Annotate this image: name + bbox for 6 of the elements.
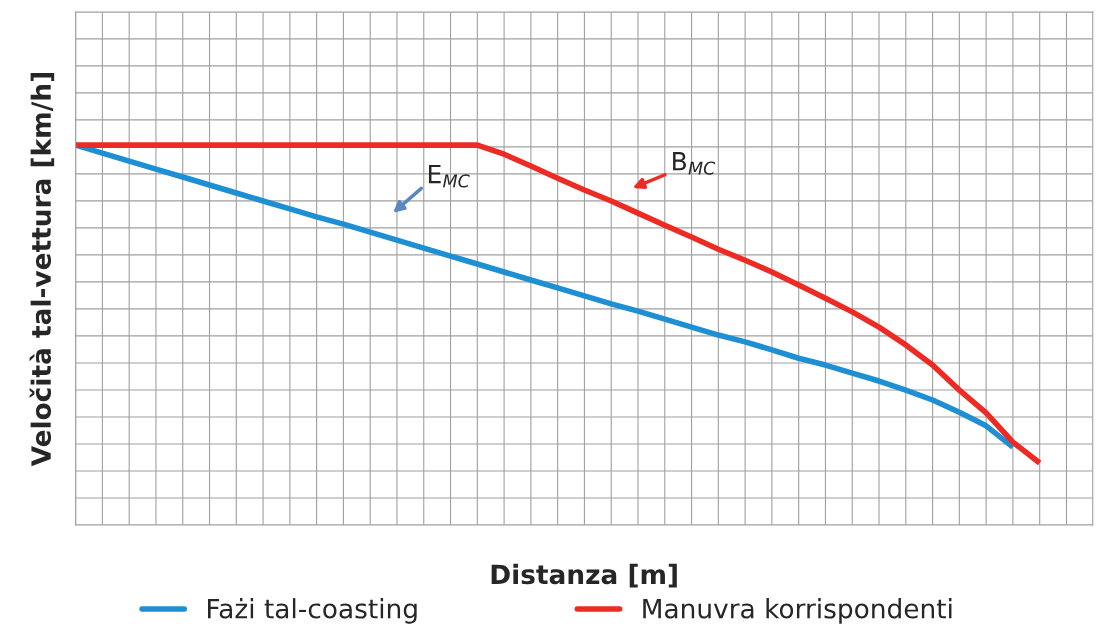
y-axis-title: Veločità tal-vettura [km/h]	[29, 73, 55, 467]
annotation: E$_{MC}$	[428, 164, 470, 188]
legend-label: Manuvra korrispondenti	[643, 598, 952, 624]
x-axis-title: Distanza [m]	[491, 563, 677, 588]
legend-label: Fażi tal-coasting	[208, 598, 417, 624]
annotation: B$_{MC}$	[673, 152, 716, 175]
